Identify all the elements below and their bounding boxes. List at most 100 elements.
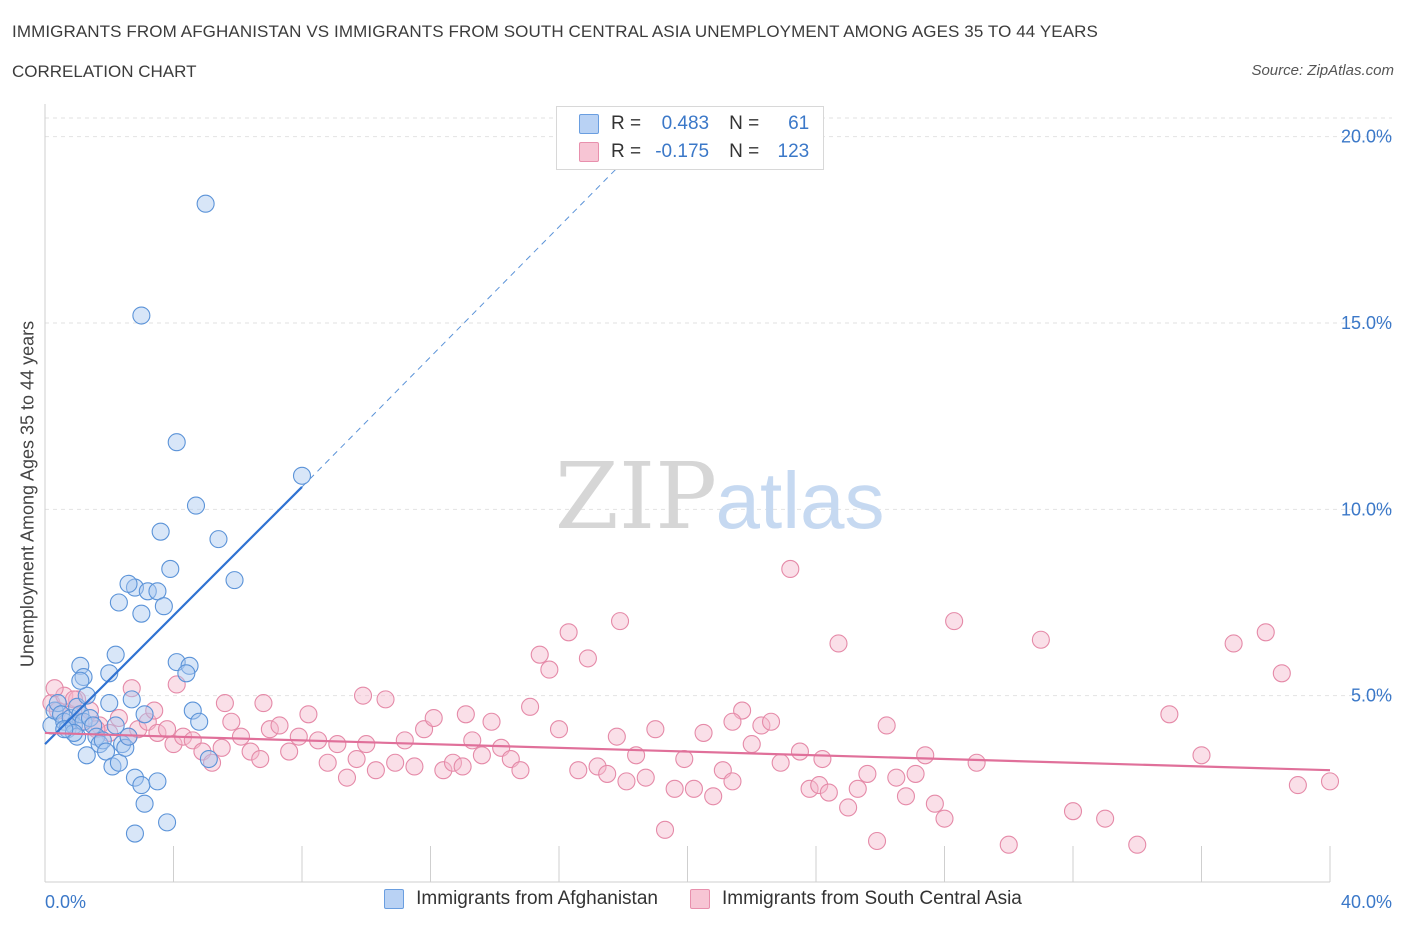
data-point-south-central-asia bbox=[337, 768, 357, 787]
data-point-south-central-asia bbox=[848, 779, 867, 798]
data-point-afghanistan bbox=[71, 656, 90, 675]
data-point-afghanistan bbox=[109, 753, 128, 772]
data-point-south-central-asia bbox=[967, 753, 986, 772]
data-point-south-central-asia bbox=[867, 831, 887, 851]
data-point-south-central-asia bbox=[145, 701, 164, 720]
data-point-south-central-asia bbox=[1256, 623, 1275, 642]
legend-n-value: 123 bbox=[777, 141, 810, 162]
trend-line-afghanistan bbox=[44, 486, 303, 745]
data-point-afghanistan bbox=[132, 306, 151, 325]
data-point-afghanistan bbox=[199, 749, 218, 769]
data-point-afghanistan bbox=[167, 433, 186, 452]
data-point-afghanistan bbox=[292, 466, 312, 485]
data-point-south-central-asia bbox=[453, 757, 472, 776]
source-credit: Source: ZipAtlas.com bbox=[1251, 62, 1394, 79]
data-point-afghanistan bbox=[77, 746, 96, 765]
data-point-south-central-asia bbox=[45, 679, 64, 698]
data-point-south-central-asia bbox=[443, 753, 463, 772]
data-point-south-central-asia bbox=[761, 712, 781, 731]
legend-r-label: R = bbox=[611, 113, 642, 134]
data-point-south-central-asia bbox=[1224, 634, 1243, 653]
data-point-south-central-asia bbox=[472, 746, 491, 765]
data-point-south-central-asia bbox=[742, 735, 761, 754]
data-point-afghanistan bbox=[154, 597, 173, 616]
y-tick-label: 10.0% bbox=[1341, 499, 1392, 519]
data-point-afghanistan bbox=[100, 694, 119, 713]
data-point-south-central-asia bbox=[752, 716, 771, 735]
data-point-south-central-asia bbox=[578, 649, 597, 668]
y-axis-label: Unemployment Among Ages 35 to 44 years bbox=[17, 320, 38, 668]
correlation-legend: R = 0.483 N = 61 R = -0.175 N = 123 bbox=[556, 106, 824, 170]
axes bbox=[44, 104, 1331, 883]
data-point-south-central-asia bbox=[1063, 802, 1083, 821]
trend-line-afghanistan-extension bbox=[301, 154, 631, 488]
data-point-south-central-asia bbox=[916, 746, 935, 765]
legend-r-value: -0.175 bbox=[655, 141, 710, 162]
data-point-south-central-asia bbox=[598, 764, 617, 783]
watermark-atlas: atlas bbox=[716, 456, 885, 545]
data-point-afghanistan bbox=[116, 738, 135, 757]
legend-swatch-blue bbox=[384, 889, 405, 909]
data-point-south-central-asia bbox=[819, 783, 838, 802]
data-point-south-central-asia bbox=[254, 694, 273, 713]
legend-row-south-central-asia: R = -0.175 N = 123 bbox=[579, 140, 809, 164]
x-tick-label-min: 0.0% bbox=[45, 892, 86, 912]
data-point-south-central-asia bbox=[877, 716, 896, 735]
legend-label-afghanistan: Immigrants from Afghanistan bbox=[416, 888, 658, 909]
watermark-zip: ZIP bbox=[555, 443, 717, 550]
data-point-afghanistan bbox=[190, 712, 209, 731]
data-point-south-central-asia bbox=[723, 712, 742, 731]
data-point-afghanistan bbox=[132, 776, 151, 795]
data-point-south-central-asia bbox=[376, 690, 395, 709]
x-tick-label-max: 40.0% bbox=[1341, 892, 1392, 912]
data-point-south-central-asia bbox=[588, 757, 607, 776]
data-point-south-central-asia bbox=[434, 761, 453, 780]
data-point-south-central-asia bbox=[1320, 772, 1340, 791]
data-point-south-central-asia bbox=[357, 735, 376, 754]
data-point-south-central-asia bbox=[800, 779, 819, 798]
legend-label-south-central-asia: Immigrants from South Central Asia bbox=[721, 888, 1022, 909]
data-point-afghanistan bbox=[122, 690, 141, 709]
data-point-south-central-asia bbox=[810, 776, 829, 795]
data-point-south-central-asia bbox=[353, 686, 373, 705]
data-point-south-central-asia bbox=[925, 794, 944, 813]
data-point-south-central-asia bbox=[318, 753, 337, 772]
data-point-afghanistan bbox=[135, 705, 154, 724]
data-point-south-central-asia bbox=[270, 716, 289, 735]
data-point-south-central-asia bbox=[530, 645, 549, 664]
data-point-south-central-asia bbox=[887, 768, 906, 787]
data-point-south-central-asia bbox=[781, 559, 800, 578]
data-point-south-central-asia bbox=[839, 798, 858, 817]
data-point-south-central-asia bbox=[723, 772, 742, 791]
data-point-south-central-asia bbox=[395, 731, 414, 750]
data-point-afghanistan bbox=[125, 824, 144, 843]
data-point-south-central-asia bbox=[790, 742, 809, 761]
data-point-south-central-asia bbox=[241, 742, 260, 761]
data-point-south-central-asia bbox=[559, 623, 578, 642]
data-point-afghanistan bbox=[96, 742, 116, 761]
data-point-south-central-asia bbox=[299, 705, 318, 724]
data-point-south-central-asia bbox=[829, 634, 848, 653]
data-point-south-central-asia bbox=[251, 749, 270, 769]
legend-item-south-central-asia[interactable]: Immigrants from South Central Asia bbox=[689, 888, 1022, 910]
data-point-south-central-asia bbox=[540, 660, 559, 679]
data-point-afghanistan bbox=[138, 582, 157, 601]
data-point-afghanistan bbox=[77, 686, 96, 705]
data-point-south-central-asia bbox=[280, 742, 299, 761]
legend-swatch-blue bbox=[579, 114, 599, 134]
legend-item-afghanistan[interactable]: Immigrants from Afghanistan bbox=[384, 888, 658, 910]
data-point-south-central-asia bbox=[511, 761, 530, 780]
data-point-afghanistan bbox=[148, 582, 167, 601]
data-point-south-central-asia bbox=[607, 727, 626, 746]
data-point-south-central-asia bbox=[347, 749, 366, 769]
data-point-afghanistan bbox=[125, 768, 144, 787]
data-point-south-central-asia bbox=[231, 727, 251, 746]
trend-lines bbox=[44, 154, 1331, 772]
y-tick-label: 20.0% bbox=[1341, 127, 1392, 147]
data-point-south-central-asia bbox=[1096, 809, 1115, 828]
data-point-south-central-asia bbox=[636, 768, 655, 787]
data-point-south-central-asia bbox=[569, 761, 588, 780]
data-point-south-central-asia bbox=[456, 705, 475, 724]
data-point-afghanistan bbox=[106, 645, 125, 664]
data-point-afghanistan bbox=[132, 604, 151, 623]
